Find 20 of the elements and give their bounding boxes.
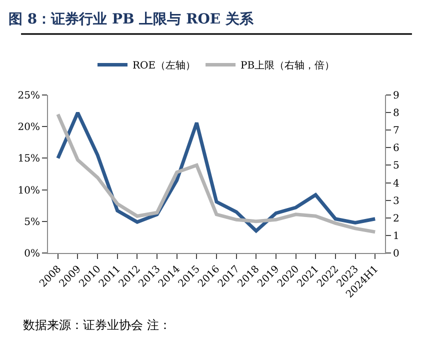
y2-tick-label: 6 <box>393 143 400 154</box>
y-tick-label: 25% <box>18 90 40 102</box>
y2-tick-label: 8 <box>393 108 400 120</box>
y2-tick-label: 9 <box>393 90 400 102</box>
y2-tick-label: 5 <box>393 160 400 172</box>
y-tick-label: 0% <box>24 248 40 260</box>
source-note: 数据来源：证券业协会 注： <box>23 318 171 332</box>
y2-tick-label: 7 <box>393 126 400 137</box>
y-tick-label: 15% <box>18 154 40 165</box>
y2-tick-label: 2 <box>393 213 400 224</box>
y-tick-label: 20% <box>18 122 40 134</box>
y-tick-label: 5% <box>24 216 40 228</box>
y2-tick-label: 0 <box>393 248 400 260</box>
y-tick-label: 10% <box>18 185 40 196</box>
legend-label: PB上限（右轴，倍） <box>240 60 335 72</box>
chart-title: 图 8：证券行业 PB 上限与 ROE 关系 <box>8 10 254 28</box>
y2-tick-label: 3 <box>393 196 400 207</box>
y2-tick-label: 1 <box>393 230 400 242</box>
y2-tick-label: 4 <box>393 178 400 190</box>
legend-label: ROE（左轴） <box>132 60 196 72</box>
